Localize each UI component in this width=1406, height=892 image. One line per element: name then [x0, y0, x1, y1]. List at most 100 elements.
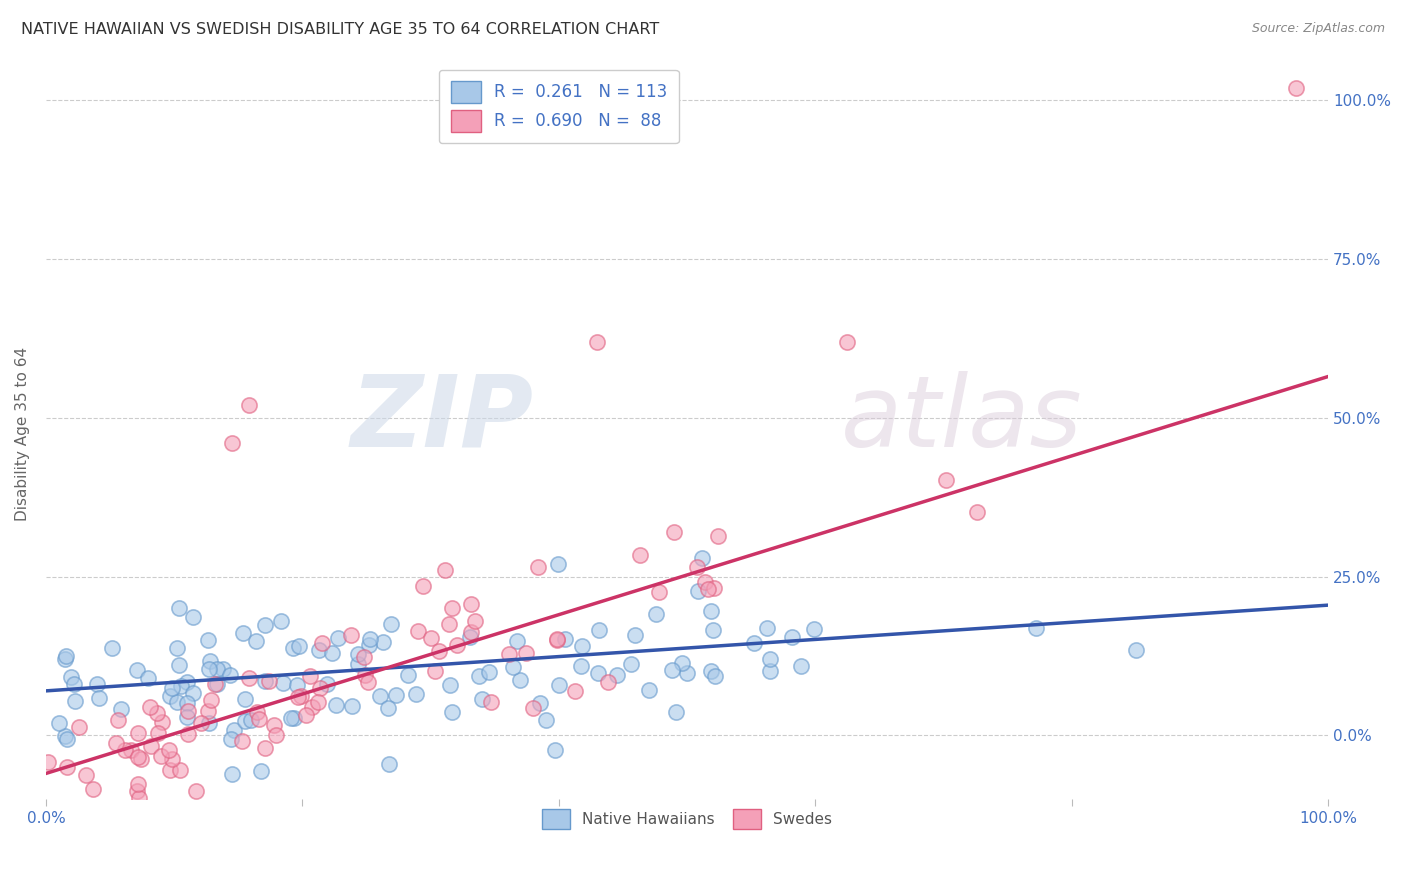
Point — [315, 677, 337, 691]
Point — [446, 638, 468, 652]
Point — [138, 699, 160, 714]
Point — [509, 673, 531, 687]
Point — [554, 632, 576, 646]
Point — [1285, 80, 1308, 95]
Text: ZIP: ZIP — [350, 370, 533, 467]
Point — [167, 658, 190, 673]
Point — [437, 617, 460, 632]
Point — [264, 728, 287, 742]
Point — [479, 695, 502, 709]
Point — [200, 693, 222, 707]
Point — [756, 622, 779, 636]
Point — [458, 630, 481, 644]
Point — [661, 663, 683, 677]
Point — [139, 739, 162, 754]
Point — [385, 689, 408, 703]
Point — [301, 700, 323, 714]
Point — [396, 668, 419, 682]
Point — [460, 598, 482, 612]
Point — [181, 610, 204, 624]
Point — [82, 782, 104, 797]
Point — [544, 743, 567, 757]
Point — [703, 582, 725, 596]
Point — [283, 711, 305, 725]
Point — [56, 731, 79, 746]
Point — [966, 504, 988, 518]
Point — [253, 617, 276, 632]
Point — [159, 764, 181, 778]
Point — [441, 601, 464, 615]
Point — [569, 659, 592, 673]
Point — [295, 708, 318, 723]
Point — [159, 689, 181, 703]
Point — [232, 626, 254, 640]
Point — [190, 715, 212, 730]
Point — [176, 696, 198, 710]
Point — [186, 784, 208, 798]
Point — [460, 624, 482, 639]
Point — [346, 657, 368, 671]
Point — [311, 636, 333, 650]
Point — [665, 705, 688, 719]
Point — [219, 731, 242, 746]
Point — [546, 632, 568, 646]
Point — [835, 334, 858, 349]
Point — [249, 764, 271, 778]
Point — [664, 525, 686, 540]
Point — [146, 706, 169, 720]
Point — [412, 579, 434, 593]
Point — [645, 607, 668, 621]
Point — [405, 687, 427, 701]
Point — [434, 563, 457, 577]
Point — [105, 736, 128, 750]
Point — [359, 638, 381, 652]
Point — [439, 678, 461, 692]
Point — [288, 640, 311, 654]
Point — [606, 668, 628, 682]
Point — [368, 689, 391, 703]
Point — [564, 683, 586, 698]
Point — [246, 706, 269, 720]
Point — [647, 585, 669, 599]
Point — [222, 723, 245, 737]
Point — [100, 641, 122, 656]
Point — [380, 616, 402, 631]
Point — [273, 676, 295, 690]
Point — [221, 436, 243, 450]
Point — [197, 633, 219, 648]
Point — [759, 664, 782, 678]
Point — [176, 710, 198, 724]
Point — [55, 729, 77, 743]
Point — [89, 690, 111, 705]
Point — [198, 716, 221, 731]
Point — [283, 640, 305, 655]
Point — [235, 692, 257, 706]
Point — [169, 763, 191, 777]
Point — [63, 677, 86, 691]
Point — [527, 560, 550, 574]
Point — [56, 759, 79, 773]
Point — [48, 716, 70, 731]
Point — [353, 649, 375, 664]
Point — [548, 678, 571, 692]
Point — [468, 669, 491, 683]
Point — [703, 669, 725, 683]
Point — [342, 698, 364, 713]
Point — [693, 574, 716, 589]
Text: Source: ZipAtlas.com: Source: ZipAtlas.com — [1251, 22, 1385, 36]
Point — [547, 557, 569, 571]
Point — [464, 614, 486, 628]
Point — [270, 614, 292, 628]
Point — [357, 675, 380, 690]
Point — [263, 718, 285, 732]
Point — [197, 704, 219, 718]
Legend: Native Hawaiians, Swedes: Native Hawaiians, Swedes — [536, 803, 838, 835]
Point — [1025, 621, 1047, 635]
Point — [340, 628, 363, 642]
Point — [212, 662, 235, 676]
Point — [150, 715, 173, 730]
Point — [257, 674, 280, 689]
Point — [571, 639, 593, 653]
Point — [624, 628, 647, 642]
Point — [207, 662, 229, 676]
